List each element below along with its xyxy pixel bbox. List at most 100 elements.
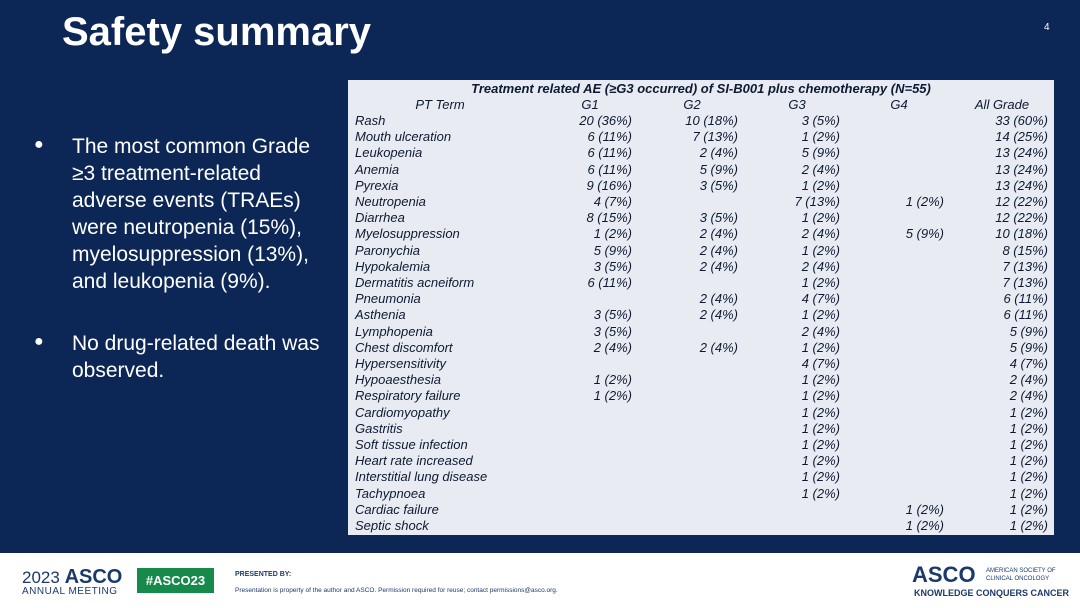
cell-value: 1 (2%)	[1009, 404, 1048, 420]
cell-value: 2 (4%)	[1009, 372, 1048, 388]
cell-value: 6 (11%)	[587, 145, 632, 161]
cell-value: 1 (2%)	[905, 194, 944, 209]
cell-value: 1 (2%)	[801, 469, 840, 485]
pt-term: Pneumonia	[355, 291, 421, 307]
cell-value: 33 (60%)	[995, 113, 1048, 128]
cell-value: 3 (5%)	[593, 323, 632, 339]
cell-value: 5 (9%)	[699, 161, 738, 177]
meeting-logo: ASCO	[64, 566, 123, 588]
ae-table: Treatment related AE (≥G3 occurred) of S…	[348, 80, 1054, 535]
cell-value: 1 (2%)	[801, 210, 840, 226]
cell-value: 2 (4%)	[699, 339, 738, 355]
cell-value: 6 (11%)	[1003, 307, 1048, 323]
cell-value: 9 (16%)	[586, 177, 632, 193]
cell-value: 1 (2%)	[801, 275, 840, 290]
cell-value: 10 (18%)	[995, 226, 1048, 242]
cell-value: 8 (15%)	[586, 210, 632, 226]
cell-value: 1 (2%)	[801, 420, 840, 436]
cell-value: 4 (7%)	[801, 356, 840, 371]
column-header: G2	[683, 97, 701, 112]
cell-value: 1 (2%)	[801, 372, 840, 388]
table-caption: Treatment related AE (≥G3 occurred) of S…	[471, 81, 931, 96]
bullet-dot: ●	[34, 136, 44, 153]
cell-value: 3 (5%)	[801, 113, 840, 128]
column-header: G4	[890, 97, 908, 112]
pt-term: Neutropenia	[355, 194, 426, 209]
pt-term: Myelosuppression	[355, 226, 460, 242]
cell-value: 1 (2%)	[1009, 469, 1048, 485]
cell-value: 1 (2%)	[1009, 420, 1048, 436]
bullet: The most common Grade ≥3 treatment-relat…	[72, 135, 311, 293]
meeting: ANNUAL MEETING	[22, 586, 118, 597]
cell-value: 12 (22%)	[995, 194, 1048, 209]
cell-value: 1 (2%)	[593, 226, 632, 242]
cell-value: 2 (4%)	[593, 339, 632, 355]
pt-term: Rash	[355, 113, 386, 128]
cell-value: 6 (11%)	[587, 275, 632, 290]
cell-value: 2 (4%)	[801, 323, 840, 339]
cell-value: 7 (13%)	[692, 129, 738, 145]
cell-value: 1 (2%)	[801, 388, 840, 404]
pt-term: Hypoaesthesia	[355, 372, 441, 388]
cell-value: 2 (4%)	[699, 307, 738, 323]
footer-logo: 2023 ASCO	[22, 566, 122, 589]
presented-by: PRESENTED BY:	[235, 571, 292, 578]
cell-value: 5 (9%)	[1009, 323, 1048, 339]
cell-value: 5 (9%)	[801, 145, 840, 161]
cell-value: 1 (2%)	[593, 372, 632, 388]
cell-value: 1 (2%)	[593, 388, 632, 404]
hashtag: #ASCO23	[137, 568, 214, 593]
tagline: KNOWLEDGE CONQUERS CANCER	[914, 588, 1070, 598]
pt-term: Asthenia	[355, 307, 406, 323]
cell-value: 1 (2%)	[801, 339, 840, 355]
pt-term: Cardiac failure	[355, 501, 439, 517]
bullet-dot: ●	[34, 333, 44, 350]
column-header: G3	[788, 97, 806, 112]
cell-value: 5 (9%)	[1009, 339, 1048, 355]
cell-value: 4 (7%)	[801, 291, 840, 307]
cell-value: 12 (22%)	[995, 210, 1048, 226]
org-line: AMERICAN SOCIETY OF	[986, 568, 1056, 574]
cell-value: 2 (4%)	[699, 291, 738, 307]
cell-value: 1 (2%)	[1009, 501, 1048, 517]
org-line: CLINICAL ONCOLOGY	[986, 576, 1050, 582]
cell-value: 1 (2%)	[801, 307, 840, 323]
pt-term: Tachypnoea	[355, 485, 426, 501]
cell-value: 7 (13%)	[794, 194, 840, 209]
cell-value: 5 (9%)	[905, 226, 944, 242]
cell-value: 2 (4%)	[699, 145, 738, 161]
cell-value: 2 (4%)	[801, 226, 840, 242]
cell-value: 13 (24%)	[995, 145, 1048, 161]
column-header: PT Term	[415, 97, 465, 112]
cell-value: 1 (2%)	[1009, 485, 1048, 501]
cell-value: 2 (4%)	[801, 258, 840, 274]
cell-value: 20 (36%)	[579, 113, 632, 128]
org-logo: ASCO	[912, 562, 976, 587]
cell-value: 1 (2%)	[801, 437, 840, 452]
pt-term: Leukopenia	[355, 145, 423, 161]
cell-value: 2 (4%)	[699, 226, 738, 242]
cell-value: 6 (11%)	[587, 161, 632, 177]
pt-term: Soft tissue infection	[355, 437, 468, 452]
cell-value: 7 (13%)	[1002, 258, 1048, 274]
cell-value: 1 (2%)	[905, 518, 944, 533]
cell-value: 3 (5%)	[699, 210, 738, 226]
pt-term: Paronychia	[355, 242, 421, 258]
cell-value: 1 (2%)	[801, 177, 840, 193]
cell-value: 1 (2%)	[801, 485, 840, 501]
cell-value: 1 (2%)	[801, 242, 840, 258]
cell-value: 2 (4%)	[699, 258, 738, 274]
cell-value: 3 (5%)	[593, 258, 632, 274]
pt-term: Gastritis	[355, 420, 403, 436]
cell-value: 10 (18%)	[685, 113, 738, 128]
cell-value: 7 (13%)	[1002, 275, 1048, 290]
cell-value: 1 (2%)	[801, 129, 840, 145]
column-header: G1	[581, 97, 599, 112]
cell-value: 1 (2%)	[905, 501, 944, 517]
content-area: Safety summary 4 ● The most common Grade…	[0, 0, 1080, 553]
cell-value: 8 (15%)	[1002, 242, 1048, 258]
cell-value: 2 (4%)	[801, 161, 840, 177]
pt-term: Hypokalemia	[355, 258, 431, 274]
cell-value: 5 (9%)	[593, 242, 632, 258]
